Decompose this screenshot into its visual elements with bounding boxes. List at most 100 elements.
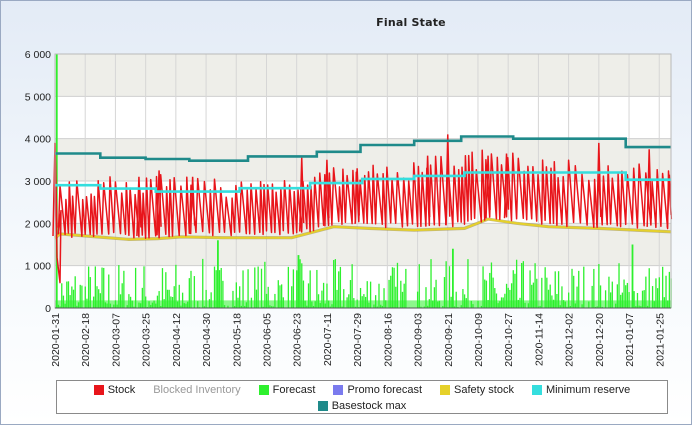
forecast-bar — [81, 285, 83, 308]
legend-item-safety[interactable]: Safety stock — [440, 384, 514, 396]
forecast-bar — [247, 269, 249, 308]
forecast-bar — [321, 290, 323, 308]
x-tick-label: 2020-01-31 — [50, 313, 62, 367]
x-tick-label: 2020-08-16 — [382, 313, 394, 367]
x-tick-label: 2020-09-21 — [443, 313, 455, 367]
forecast-bar — [628, 292, 630, 308]
forecast-bar — [67, 281, 70, 308]
forecast-bar — [121, 283, 123, 308]
x-tick-label: 2020-04-12 — [171, 313, 183, 367]
y-tick-label: 6 000 — [25, 49, 51, 61]
forecast-bar — [514, 273, 516, 308]
forecast-bar — [378, 283, 380, 308]
x-tick-label: 2020-12-20 — [594, 313, 606, 367]
forecast-bar — [546, 277, 548, 308]
forecast-bar — [210, 292, 212, 308]
safety-stock-line — [54, 218, 672, 241]
forecast-bar — [359, 287, 362, 308]
forecast-bar — [108, 274, 110, 308]
forecast-bar — [134, 267, 137, 308]
legend-label-basestock: Basestock max — [331, 400, 407, 412]
forecast-bar — [482, 266, 484, 308]
forecast-bar — [658, 277, 660, 308]
forecast-bar — [568, 292, 570, 308]
forecast-bar — [656, 288, 659, 308]
legend-item-basestock[interactable]: Basestock max — [317, 400, 407, 412]
forecast-bar — [280, 284, 283, 308]
forecast-bar — [576, 286, 578, 308]
x-tick-label: 2020-03-25 — [141, 313, 153, 367]
forecast-bar — [213, 266, 216, 308]
forecast-bar — [445, 261, 447, 308]
forecast-bar — [400, 280, 402, 308]
forecast-bar — [623, 279, 625, 308]
forecast-bar — [662, 266, 664, 308]
forecast-bar — [205, 289, 207, 308]
chart-title: Final State — [376, 16, 446, 29]
forecast-bar — [396, 262, 399, 308]
forecast-bar — [648, 268, 650, 308]
minimum-reserve-line — [55, 171, 671, 193]
forecast-bar — [267, 286, 269, 308]
forecast-bar — [366, 281, 368, 308]
forecast-bar — [322, 282, 325, 308]
forecast-bar — [277, 280, 279, 308]
forecast-bar — [531, 284, 533, 308]
forecast-bar — [554, 271, 556, 308]
forecast-bar — [618, 263, 620, 308]
forecast-bar — [492, 277, 494, 308]
legend-item-stock[interactable]: Stock — [93, 384, 136, 396]
forecast-bar — [218, 270, 221, 308]
forecast-bar — [98, 289, 100, 308]
stock-peak — [445, 134, 451, 226]
stock-peak — [424, 155, 431, 226]
legend-item-minres[interactable]: Minimum reserve — [531, 384, 630, 396]
forecast-spike — [55, 54, 58, 308]
x-tick-label: 2020-07-29 — [352, 313, 364, 367]
legend-item-forecast[interactable]: Forecast — [258, 384, 315, 396]
forecast-bar — [84, 286, 86, 308]
forecast-bar — [232, 290, 234, 308]
forecast-bar — [351, 264, 353, 308]
forecast-bar — [89, 277, 91, 308]
y-tick-label: 2 000 — [25, 218, 51, 230]
forecast-bar — [512, 270, 514, 308]
legend-label-safety: Safety stock — [454, 384, 514, 396]
forecast-bar — [435, 279, 437, 308]
forecast-bar — [166, 289, 169, 308]
forecast-bar — [571, 268, 573, 308]
forecast-bar — [175, 264, 177, 308]
promo-swatch — [333, 385, 344, 395]
legend-item-promo[interactable]: Promo forecast — [333, 384, 422, 396]
forecast-bar — [609, 292, 612, 308]
y-tick-label: 0 — [45, 303, 51, 315]
forecast-bar — [547, 289, 550, 308]
forecast-bar — [66, 281, 68, 308]
forecast-bar — [301, 263, 303, 308]
forecast-bar — [433, 287, 436, 308]
forecast-bar — [158, 291, 160, 308]
forecast-bar — [395, 286, 397, 308]
forecast-bar — [349, 280, 352, 308]
x-tick-label: 2020-10-09 — [473, 313, 485, 367]
forecast-bar — [541, 277, 543, 308]
y-tick-label: 4 000 — [25, 134, 51, 146]
stock-peak — [485, 155, 491, 219]
forecast-bar — [430, 259, 432, 308]
forecast-bar — [101, 267, 103, 308]
forecast-bar — [220, 267, 222, 308]
legend-item-blocked[interactable]: Blocked Inventory — [153, 384, 240, 396]
x-tick-label: 2020-09-03 — [413, 313, 425, 367]
forecast-bar — [549, 284, 551, 308]
legend: Stock Blocked Inventory Forecast Promo f… — [56, 380, 668, 414]
forecast-bar — [79, 284, 81, 308]
legend-label-stock: Stock — [107, 384, 136, 396]
forecast-bar — [443, 277, 446, 308]
stock-peak — [136, 176, 142, 237]
forecast-spike — [297, 255, 300, 308]
forecast-bar — [165, 272, 167, 308]
forecast-bar — [260, 268, 263, 308]
forecast-spike — [631, 244, 634, 308]
forecast-bar — [141, 287, 143, 308]
x-tick-label: 2020-11-14 — [533, 313, 545, 366]
